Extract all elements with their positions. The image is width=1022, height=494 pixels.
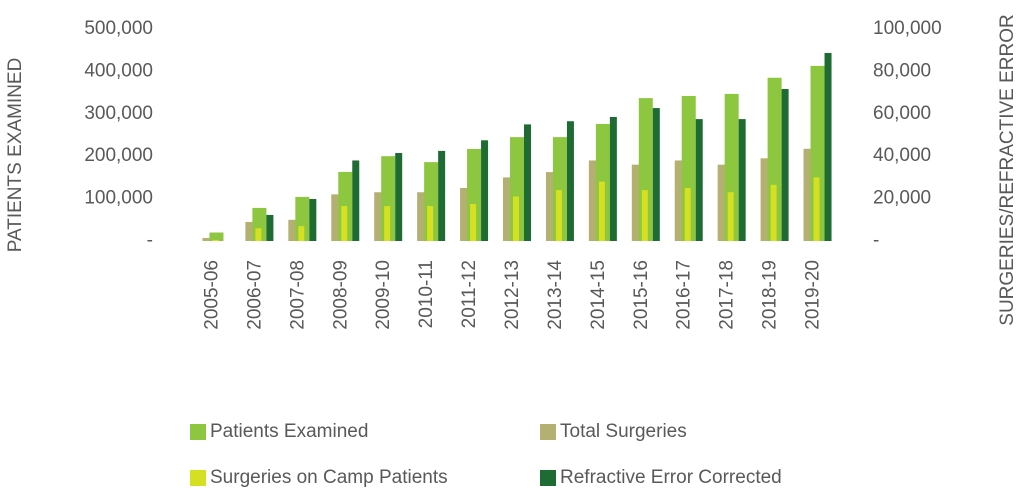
bar bbox=[524, 124, 531, 241]
bar bbox=[470, 203, 477, 241]
bar bbox=[727, 192, 734, 241]
y-axis-title: PATIENTS EXAMINED bbox=[5, 58, 26, 253]
bar bbox=[309, 199, 317, 241]
bar bbox=[341, 206, 348, 241]
x-tick-label: 2019-20 bbox=[803, 260, 824, 330]
bar bbox=[824, 52, 832, 242]
bar bbox=[374, 192, 385, 241]
legend-swatch bbox=[540, 470, 556, 486]
y2-tick-label: - bbox=[873, 230, 879, 251]
bar bbox=[352, 160, 360, 241]
legend-swatch bbox=[540, 424, 556, 440]
y2-tick-label: 20,000 bbox=[873, 188, 931, 209]
bar bbox=[298, 226, 305, 241]
x-tick-label: 2018-19 bbox=[760, 260, 781, 330]
y-tick-label: 500,000 bbox=[84, 18, 153, 39]
bar bbox=[460, 188, 471, 241]
bar bbox=[684, 188, 691, 241]
y2-tick-label: 80,000 bbox=[873, 60, 931, 81]
x-tick-label: 2014-15 bbox=[588, 260, 609, 330]
bar bbox=[245, 221, 256, 241]
bar bbox=[417, 192, 428, 241]
x-tick-label: 2007-08 bbox=[287, 260, 308, 330]
bar bbox=[674, 160, 685, 241]
bar bbox=[202, 238, 213, 241]
x-tick-label: 2006-07 bbox=[244, 260, 265, 330]
y2-tick-label: 60,000 bbox=[873, 103, 931, 124]
x-tick-label: 2016-17 bbox=[674, 260, 695, 330]
bar bbox=[770, 184, 777, 241]
y2-tick-label: 40,000 bbox=[873, 145, 931, 166]
legend-label: Surgeries on Camp Patients bbox=[210, 467, 448, 488]
bar bbox=[288, 219, 299, 241]
bar bbox=[588, 160, 599, 241]
y-tick-label: 300,000 bbox=[84, 103, 153, 124]
y-tick-label: 200,000 bbox=[84, 145, 153, 166]
x-tick-label: 2009-10 bbox=[373, 260, 394, 330]
bar bbox=[598, 181, 605, 241]
bar bbox=[738, 119, 746, 241]
x-tick-label: 2010-11 bbox=[416, 260, 437, 328]
bar bbox=[481, 140, 489, 241]
bar bbox=[760, 158, 771, 241]
bar bbox=[255, 228, 262, 241]
bar bbox=[427, 206, 434, 241]
bar bbox=[803, 148, 814, 241]
bar bbox=[212, 239, 219, 241]
bar bbox=[717, 164, 728, 241]
bar bbox=[331, 194, 342, 241]
bar bbox=[395, 153, 403, 241]
y-tick-label: - bbox=[147, 230, 153, 251]
bar bbox=[609, 116, 617, 241]
y-tick-label: 100,000 bbox=[84, 188, 153, 209]
legend-label: Patients Examined bbox=[210, 421, 368, 442]
x-tick-label: 2008-09 bbox=[330, 260, 351, 330]
bar bbox=[513, 196, 519, 241]
legend-swatch bbox=[190, 470, 206, 486]
bar bbox=[503, 177, 513, 241]
legend-swatch bbox=[190, 424, 206, 440]
bar bbox=[566, 121, 574, 241]
y2-axis-title: SURGERIES/REFRACTIVE ERROR bbox=[997, 14, 1018, 325]
bar bbox=[438, 150, 446, 241]
bar bbox=[209, 232, 224, 241]
legend-label: Refractive Error Corrected bbox=[560, 467, 782, 488]
bar bbox=[266, 214, 274, 241]
x-tick-label: 2012-13 bbox=[502, 260, 523, 330]
bar bbox=[545, 172, 556, 241]
legend-label: Total Surgeries bbox=[560, 421, 687, 442]
y-tick-label: 400,000 bbox=[84, 60, 153, 81]
x-tick-label: 2015-16 bbox=[631, 260, 652, 330]
bar bbox=[652, 108, 660, 242]
bar bbox=[641, 190, 648, 241]
x-tick-label: 2013-14 bbox=[545, 260, 566, 330]
bar bbox=[555, 190, 562, 241]
x-tick-label: 2011-12 bbox=[459, 260, 480, 328]
bar bbox=[631, 164, 642, 241]
bar bbox=[781, 88, 789, 241]
y2-tick-label: 100,000 bbox=[873, 18, 942, 39]
x-tick-label: 2017-18 bbox=[717, 260, 738, 330]
bar bbox=[384, 206, 391, 241]
bar bbox=[695, 119, 703, 241]
bar bbox=[813, 177, 820, 241]
x-tick-label: 2005-06 bbox=[201, 260, 222, 330]
